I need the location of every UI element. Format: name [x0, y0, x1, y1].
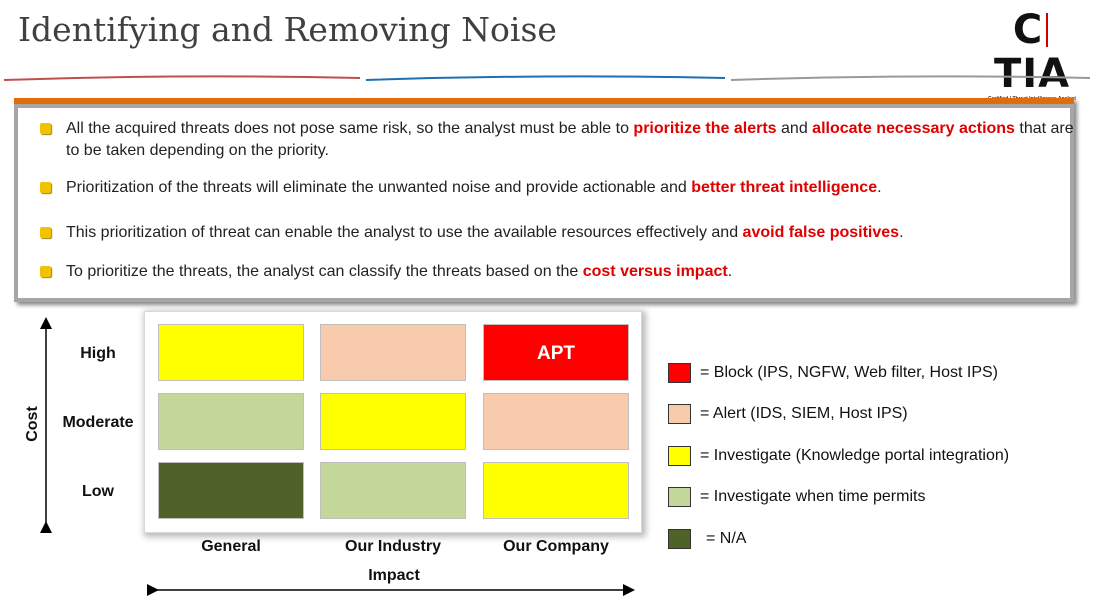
- bullet-icon: [40, 123, 51, 134]
- bullet-text: .: [727, 263, 733, 280]
- matrix-cell: [158, 462, 304, 519]
- highlight: cost versus impact: [582, 263, 728, 280]
- bullet-box: [14, 98, 1074, 302]
- highlight: prioritize the alerts: [633, 120, 777, 137]
- matrix-cell: [158, 393, 304, 450]
- legend-swatch: [668, 487, 691, 507]
- matrix-cell: [320, 462, 466, 519]
- row-label: Low: [82, 483, 114, 500]
- matrix-cell: [320, 393, 466, 450]
- legend-text: = Alert (IDS, SIEM, Host IPS): [700, 405, 908, 422]
- matrix-cell: APT: [483, 324, 629, 381]
- y-axis-label: Cost: [24, 406, 41, 442]
- bullet: This prioritization of threat can enable…: [40, 222, 1076, 244]
- legend-text: = N/A: [706, 530, 747, 547]
- bullet-icon: [40, 266, 51, 277]
- title: Identifying and Removing Noise: [18, 10, 557, 49]
- bullet-text: and: [776, 120, 813, 137]
- bullet-text: Prioritization of the threats will elimi…: [66, 179, 692, 196]
- bullet-text: that are to be taken depending on the pr…: [66, 120, 1074, 159]
- matrix-cell: [158, 324, 304, 381]
- column-label: General: [201, 538, 261, 555]
- legend-swatch: [668, 363, 691, 383]
- logo-left: C: [1012, 7, 1044, 53]
- highlight: allocate necessary actions: [812, 120, 1015, 137]
- bullet: Prioritization of the threats will elimi…: [40, 177, 1076, 199]
- bullet-icon: [40, 182, 51, 193]
- logo-right: TIA: [993, 51, 1071, 97]
- column-label: Our Industry: [344, 538, 442, 555]
- legend-text: = Investigate when time permits: [700, 488, 926, 505]
- column-label: Our Company: [503, 538, 609, 555]
- bullet-text: .: [899, 224, 904, 241]
- highlight: avoid false positives: [742, 224, 900, 241]
- bullet-text: .: [877, 179, 882, 196]
- legend-swatch: [668, 529, 691, 549]
- legend-swatch: [668, 404, 691, 424]
- row-label: Moderate: [62, 414, 134, 431]
- bullet-text: This prioritization of threat can enable…: [66, 224, 743, 241]
- row-label: High: [80, 345, 116, 362]
- bullet-icon: [40, 227, 51, 238]
- x-axis-label: Impact: [368, 567, 420, 584]
- legend-swatch: [668, 446, 691, 466]
- bullet-text: All the acquired threats does not pose s…: [66, 120, 634, 137]
- bullet: To prioritize the threats, the analyst c…: [40, 261, 1076, 283]
- matrix-cell: [320, 324, 466, 381]
- header-rule: [3, 75, 1091, 81]
- highlight: better threat intelligence: [691, 179, 878, 196]
- legend-text: = Investigate (Knowledge portal integrat…: [700, 447, 1010, 464]
- matrix-cell: [483, 462, 629, 519]
- bullet-text: To prioritize the threats, the analyst c…: [66, 263, 583, 280]
- legend-text: = Block (IPS, NGFW, Web filter, Host IPS…: [700, 364, 998, 381]
- bullet: All the acquired threats does not pose s…: [40, 118, 1076, 162]
- matrix-cell: [483, 393, 629, 450]
